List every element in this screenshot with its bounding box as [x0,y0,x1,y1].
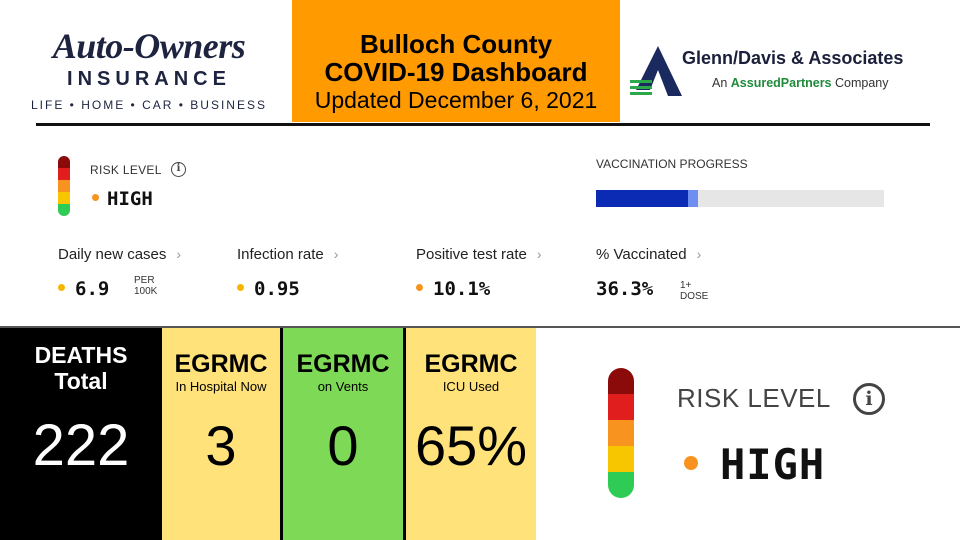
vents-value: 0 [327,414,359,477]
vents-title: EGRMC [296,350,390,378]
auto-owners-logo: Auto-Owners INSURANCE LIFE • HOME • CAR … [14,28,284,118]
hospital-tile: EGRMC In Hospital Now 3 [162,328,280,540]
icu-value: 65% [414,414,528,477]
risk-scale-segment [58,180,70,192]
chevron-right-icon: › [696,246,702,262]
metric-value: 36.3% [596,278,653,300]
metric-dot [58,284,65,291]
metric-value-text: 10.1% [433,278,491,300]
risk-scale-segment [58,192,70,204]
glenn-davis-logo: Glenn/Davis & Associates An AssuredPartn… [624,40,944,102]
updated-date: Updated December 6, 2021 [314,87,598,113]
risk-scale-segment [608,472,634,498]
title-box: Bulloch County COVID-19 Dashboard Update… [292,0,620,122]
auto-owners-brand: Auto-Owners [52,26,246,66]
tile-separator [403,328,406,540]
info-icon[interactable]: i [853,383,885,415]
subtitle-suffix: Company [831,76,889,90]
metric-value-text: 0.95 [254,278,300,300]
metric-percent-vaccinated[interactable]: % Vaccinated › 36.3% 1+ DOSE [596,246,708,302]
header: Auto-Owners INSURANCE LIFE • HOME • CAR … [0,0,960,122]
tile-separator [280,328,283,540]
risk-scale-segment [58,156,70,168]
vaccination-partial-fill [688,190,699,207]
header-divider [36,123,930,126]
risk-level-label: RISK LEVEL [90,163,162,177]
deaths-value: 222 [32,413,130,478]
metric-value: 0.95 [237,278,300,300]
auto-owners-insurance: INSURANCE [67,68,231,90]
metric-label: Daily new cases › [58,246,181,263]
subtitle-prefix: An [712,76,731,90]
risk-scale-segment [608,446,634,472]
metric-unit: PER 100K [134,275,157,297]
chevron-right-icon: › [536,246,542,262]
metric-dot [416,284,423,291]
subtitle-brand: AssuredPartners [730,76,832,90]
risk-level-value: HIGH [92,188,153,210]
metric-value-text: 36.3% [596,278,654,300]
metric-label: Infection rate › [237,246,338,263]
risk-dot [92,194,99,201]
title-dashboard: COVID-19 Dashboard [324,57,588,87]
metric-label-text: Positive test rate [416,246,527,263]
chevron-right-icon: › [333,246,339,262]
icu-subtitle: ICU Used [442,379,500,394]
unit-line1: PER [134,275,155,286]
risk-scale-segment [608,368,634,394]
title-county: Bulloch County [359,29,553,59]
icu-title: EGRMC [424,350,518,378]
deaths-tile: DEATHS Total 222 [0,328,162,540]
section-divider [0,326,960,328]
auto-owners-tagline: LIFE • HOME • CAR • BUSINESS [31,98,267,112]
metric-value-text: 6.9 [75,278,110,300]
hospital-title: EGRMC [174,350,268,378]
risk-dot [684,455,698,470]
risk-scale-large [608,368,634,498]
metric-label: % Vaccinated › [596,246,701,263]
icu-tile: EGRMC ICU Used 65% [406,328,536,540]
metric-label: Positive test rate › [416,246,542,263]
glenn-davis-a-icon [630,46,682,96]
risk-value-text: HIGH [720,440,826,489]
risk-value-text: HIGH [107,188,153,210]
deaths-title: DEATHS [34,342,128,368]
metric-label-text: Daily new cases [58,246,167,263]
metric-daily-new-cases[interactable]: Daily new cases › 6.9 PER 100K [58,246,181,300]
metric-label-text: Infection rate [237,246,324,263]
hospital-subtitle: In Hospital Now [175,379,267,394]
chevron-right-icon: › [176,246,182,262]
risk-level-label-large: RISK LEVEL [677,383,831,413]
vaccination-progress-bar [596,190,884,207]
glenn-davis-name: Glenn/Davis & Associates [682,48,904,68]
vents-subtitle: on Vents [317,379,369,394]
metric-value: 6.9 [58,278,109,300]
dashboard-summary: RISK LEVEL i HIGH VACCINATION PROGRESS D… [0,128,960,326]
unit-line2: 100K [134,286,158,297]
risk-scale-segment [608,394,634,420]
risk-level-value-large: HIGH [684,440,825,489]
metric-dot [237,284,244,291]
risk-scale-segment [58,204,70,216]
glenn-davis-subtitle: An AssuredPartners Company [712,76,889,90]
metric-positive-test-rate[interactable]: Positive test rate › 10.1% [416,246,542,300]
hospital-value: 3 [205,414,237,477]
risk-scale-small [58,156,70,216]
vaccination-progress-label: VACCINATION PROGRESS [596,157,748,171]
metric-infection-rate[interactable]: Infection rate › 0.95 [237,246,338,300]
metric-value: 10.1% [416,278,490,300]
deaths-subtitle: Total [54,368,108,394]
info-icon[interactable]: i [171,162,186,177]
vaccination-fully-fill [596,190,689,207]
vents-tile: EGRMC on Vents 0 [283,328,403,540]
risk-scale-segment [58,168,70,180]
risk-scale-segment [608,420,634,446]
metric-unit: 1+ DOSE [680,280,709,302]
metric-label-text: % Vaccinated [596,246,687,263]
